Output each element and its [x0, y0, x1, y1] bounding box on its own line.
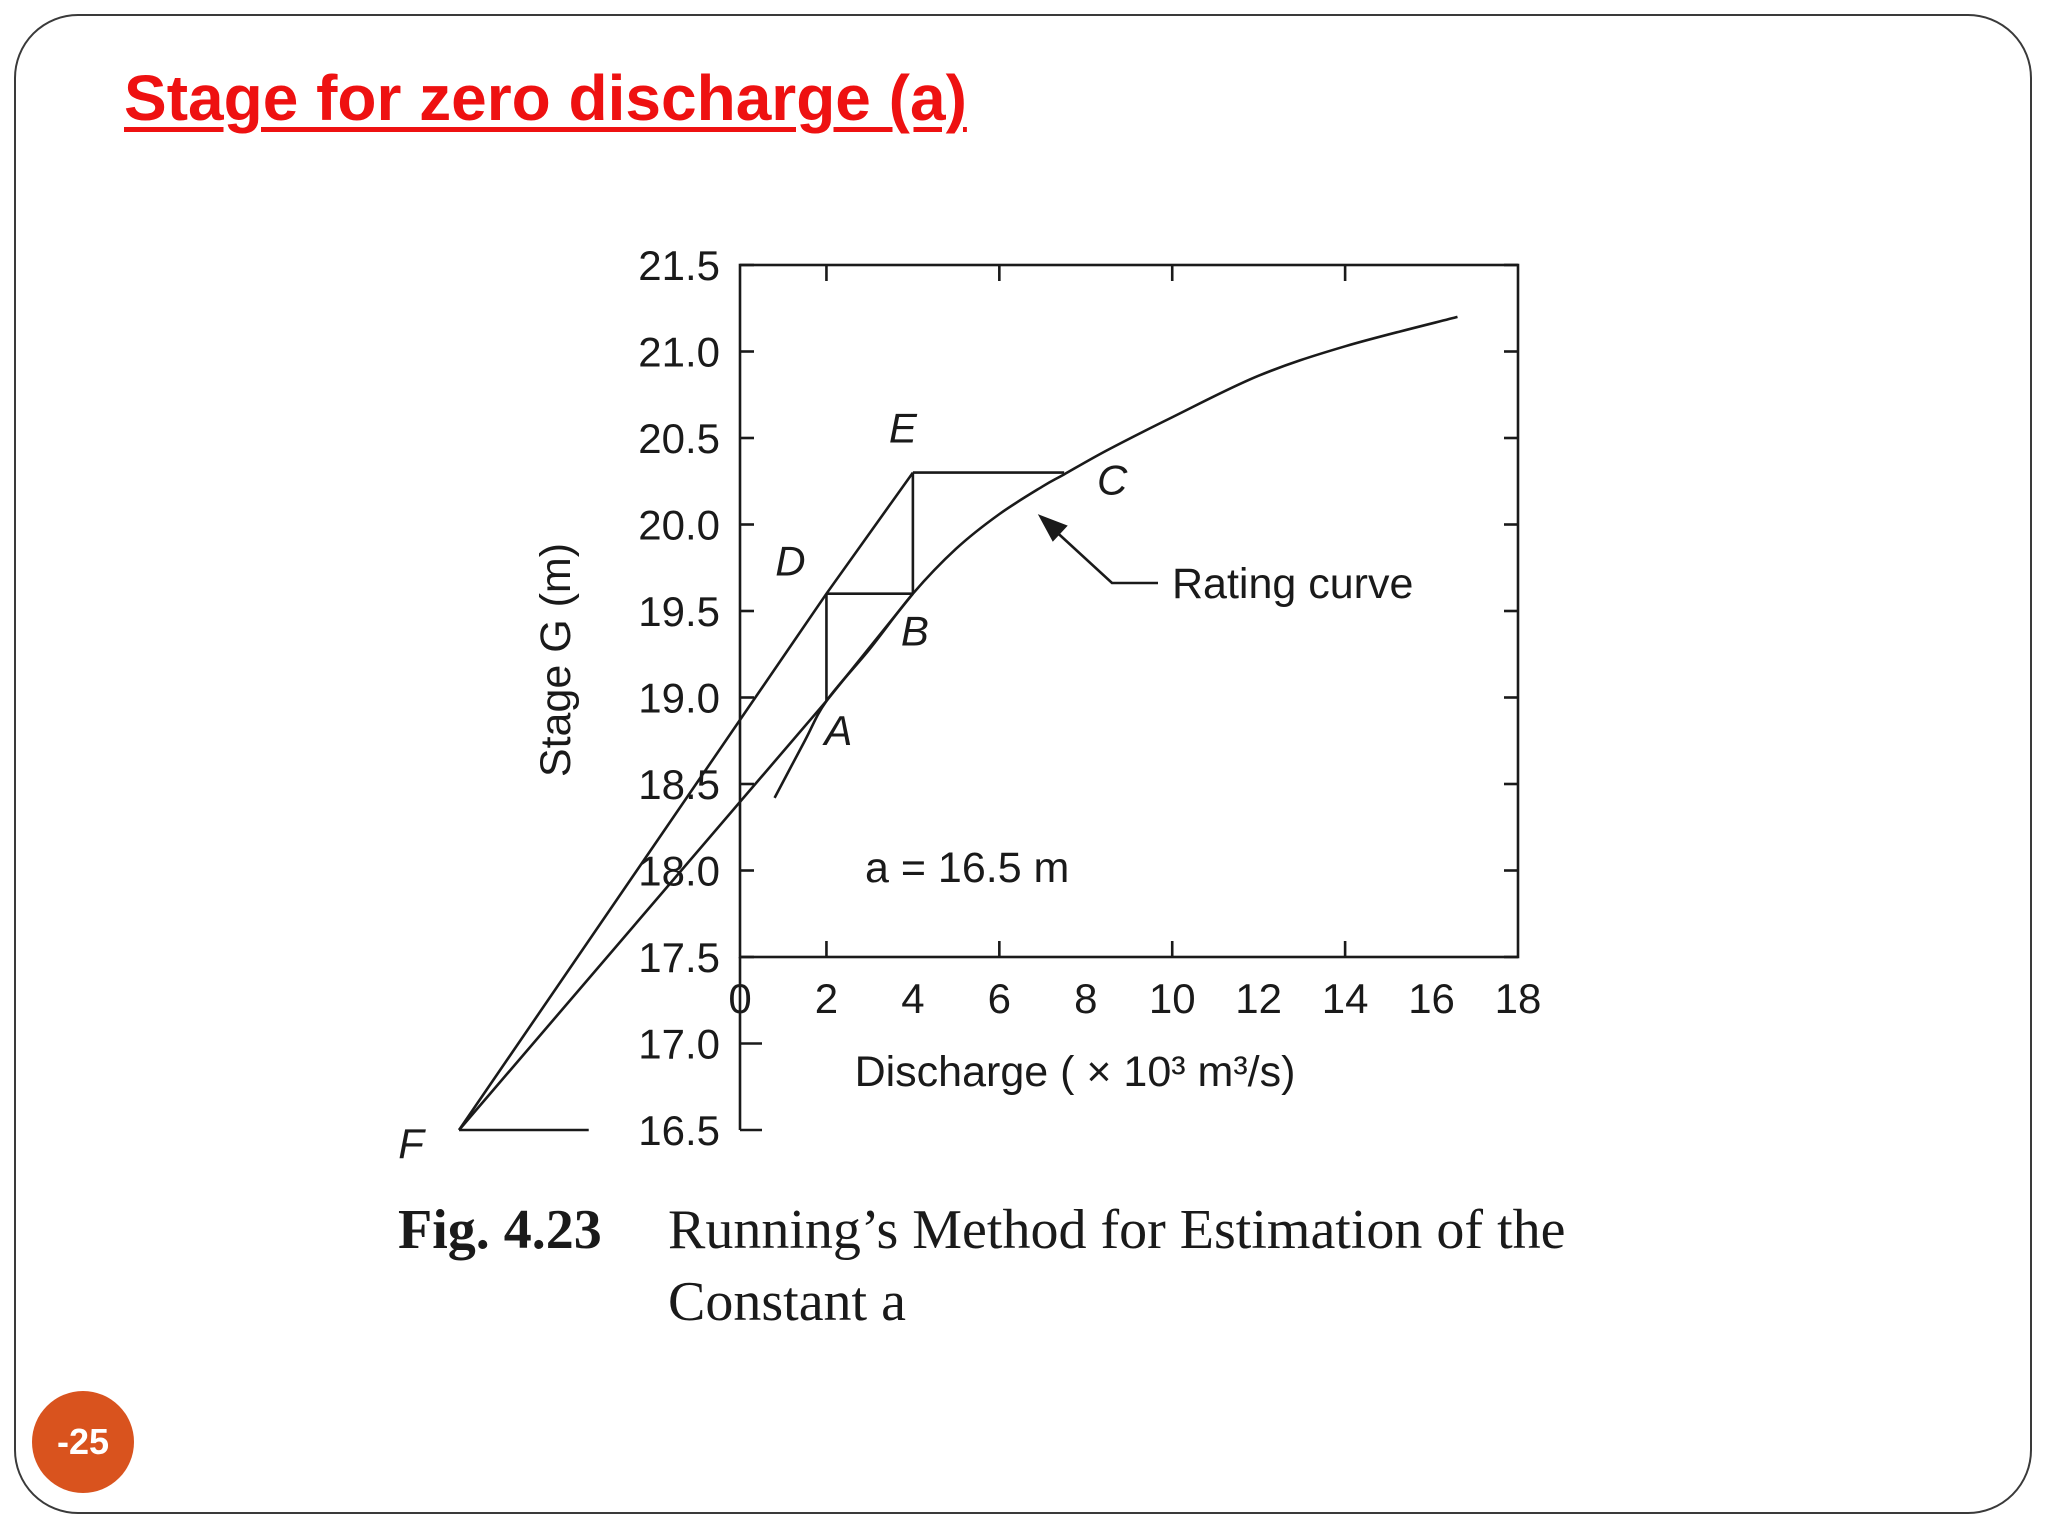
slide-title: Stage for zero discharge (a): [124, 62, 967, 134]
point-label-a: A: [821, 707, 852, 754]
x-tick-label: 14: [1322, 975, 1369, 1022]
x-tick-label: 10: [1149, 975, 1196, 1022]
y-tick-label: 20.0: [638, 502, 720, 549]
point-label-c: C: [1097, 457, 1128, 504]
x-tick-label: 6: [988, 975, 1011, 1022]
y-tick-label: 21.0: [638, 329, 720, 376]
rating-curve-label: Rating curve: [1172, 560, 1413, 608]
y-tick-label: 20.5: [638, 415, 720, 462]
y-tick-label: 21.5: [638, 242, 720, 289]
y-tick-label: 17.5: [638, 934, 720, 981]
y-tick-label: 19.5: [638, 588, 720, 635]
y-tick-label: 16.5: [638, 1107, 720, 1154]
x-tick-label: 12: [1235, 975, 1282, 1022]
point-label-e: E: [889, 405, 918, 452]
y-tick-label: 18.0: [638, 848, 720, 895]
point-label-f: F: [398, 1120, 426, 1167]
x-tick-label: 2: [815, 975, 838, 1022]
rating-curve-arrow-head: [1037, 514, 1068, 542]
plot-frame: [738, 263, 1520, 959]
figure-caption-text: Running’s Method for Estimation of the C…: [668, 1199, 1566, 1333]
rating-curve-line: [773, 315, 1458, 799]
y-tick-label: 17.0: [638, 1021, 720, 1068]
x-tick-label: 16: [1408, 975, 1455, 1022]
x-tick-label: 4: [901, 975, 924, 1022]
point-label-b: B: [901, 608, 929, 655]
rating-curve-arrow-line: [1049, 525, 1158, 585]
page-number-badge: -25: [32, 1391, 134, 1493]
x-tick-label: 0: [728, 975, 751, 1022]
point-label-d: D: [775, 538, 805, 585]
x-tick-label: 18: [1495, 975, 1542, 1022]
y-tick-label: 19.0: [638, 675, 720, 722]
x-tick-label: 8: [1074, 975, 1097, 1022]
figure-number: Fig. 4.23: [398, 1199, 602, 1261]
line-fde: [457, 471, 914, 1131]
annotation-a-value: a = 16.5 m: [865, 844, 1069, 892]
y-axis-label: Stage G (m): [532, 543, 580, 777]
line-fab: [458, 592, 914, 1131]
x-axis-label: Discharge ( × 10³ m³/s): [855, 1048, 1296, 1096]
